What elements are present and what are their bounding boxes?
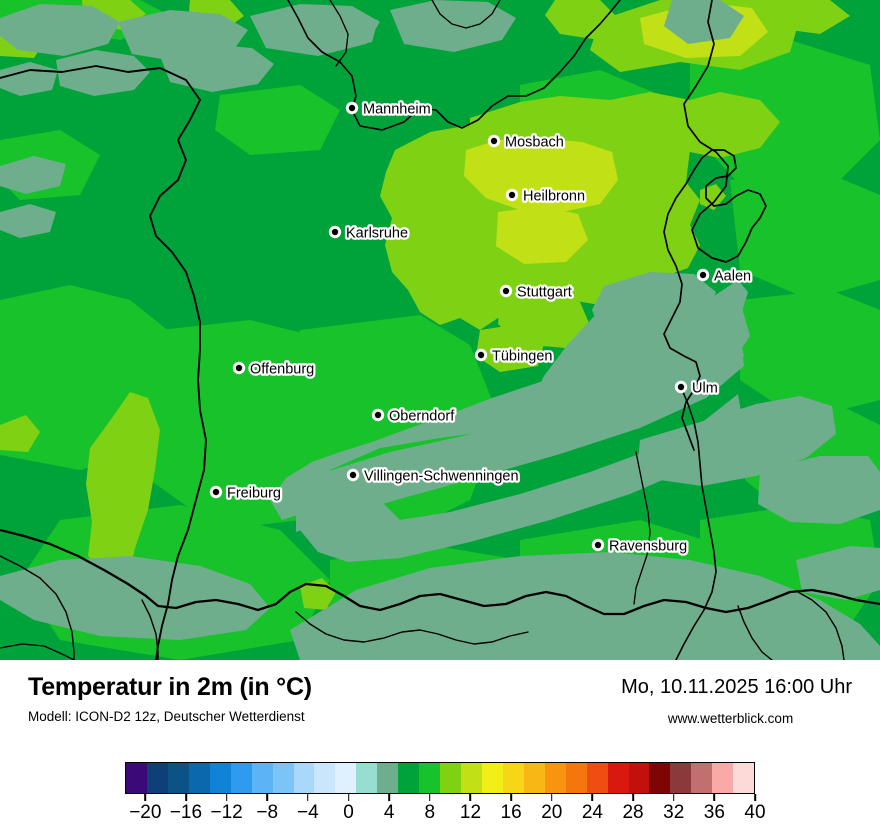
colorbar-tick <box>672 794 675 801</box>
colorbar-tick <box>225 794 228 801</box>
colorbar-swatch <box>377 763 399 793</box>
colorbar-swatch <box>712 763 734 793</box>
colorbar-tick-label: 20 <box>541 802 563 823</box>
colorbar-tick-label: −4 <box>297 802 319 823</box>
colorbar-swatch <box>733 763 755 793</box>
colorbar-tick-label: −8 <box>256 802 279 823</box>
colorbar-tick <box>713 794 716 801</box>
colorbar-swatch <box>126 763 147 793</box>
colorbar-swatch <box>419 763 441 793</box>
colorbar-swatch <box>167 763 189 793</box>
colorbar-swatch <box>440 763 461 793</box>
colorbar-swatch <box>230 763 252 793</box>
colorbar-legend[interactable]: −20 −16 −12 −8 −4 0 4 8 12 16 20 24 28 32 36 40 <box>125 762 766 826</box>
administrative-borders <box>0 0 880 660</box>
colorbar-tick <box>388 794 390 801</box>
colorbar-swatch <box>628 763 650 793</box>
colorbar-swatch <box>523 763 545 793</box>
colorbar-tick <box>347 794 350 801</box>
date-block: Mo, 10.11.2025 16:00 Uhr www.wetterblick… <box>621 674 852 728</box>
colorbar-swatch <box>293 763 315 793</box>
colorbar-tick <box>144 794 147 801</box>
colorbar-tick <box>632 794 634 801</box>
colorbar-ticks <box>125 794 756 802</box>
colorbar-swatch <box>670 763 692 793</box>
colorbar-swatch <box>272 763 294 793</box>
temperature-band-6-8 <box>0 0 880 660</box>
colorbar-swatch <box>146 763 168 793</box>
colorbar-swatch <box>481 763 503 793</box>
colorbar-tick-label: 32 <box>663 802 685 823</box>
colorbar-tick-label: 36 <box>703 802 725 823</box>
colorbar-tick <box>429 794 431 801</box>
colorbar-tick-label: 8 <box>424 802 436 823</box>
colorbar-swatch <box>691 763 713 793</box>
colorbar-tick <box>307 794 309 801</box>
colorbar-tick <box>185 794 187 801</box>
valid-time: Mo, 10.11.2025 16:00 Uhr <box>621 676 852 698</box>
colorbar-tick-label: 40 <box>744 802 766 823</box>
colorbar-tick-label: −16 <box>169 802 203 823</box>
colorbar-tick-label: 28 <box>622 802 644 823</box>
colorbar-swatch <box>335 763 357 793</box>
colorbar-tick-label: −12 <box>210 802 243 823</box>
colorbar-tick <box>266 794 269 801</box>
colorbar-swatch <box>398 763 420 793</box>
page-title: Temperatur in 2m (in °C) <box>28 673 312 701</box>
colorbar-tick-label: 4 <box>383 802 395 823</box>
colorbar-swatch <box>607 763 629 793</box>
colorbar-swatch <box>314 763 336 793</box>
colorbar-tick-label: 0 <box>343 802 354 823</box>
colorbar-swatch <box>209 763 231 793</box>
weather-map[interactable]: Mannheim Mannheim Mosbach Mosbach Heilbronn H… <box>0 0 880 660</box>
title-block: Temperatur in 2m (in °C) Modell: ICON-D2… <box>28 672 312 726</box>
colorbar-tick <box>591 794 594 801</box>
site-url: www.wetterblick.com <box>667 711 794 726</box>
colorbar-swatch <box>502 763 524 793</box>
footer-panel: Temperatur in 2m (in °C) Modell: ICON-D2… <box>0 660 880 830</box>
colorbar-swatch <box>356 763 378 793</box>
colorbar-swatch <box>649 763 671 793</box>
colorbar-labels: −20 −16 −12 −8 −4 0 4 8 12 16 20 24 28 32 36 40 <box>125 802 765 826</box>
model-subtitle: Modell: ICON-D2 12z, Deutscher Wetterdie… <box>28 709 305 724</box>
colorbar-tick-label: 24 <box>581 802 603 823</box>
colorbar-swatches[interactable] <box>125 762 755 794</box>
colorbar-tick-label: 12 <box>459 802 482 823</box>
colorbar-swatch <box>251 763 273 793</box>
colorbar-tick-label: −20 <box>129 802 162 823</box>
colorbar-tick-label: 16 <box>500 802 522 823</box>
colorbar-swatch <box>188 763 210 793</box>
colorbar-swatch <box>565 763 587 793</box>
colorbar-swatch <box>461 763 482 793</box>
colorbar-swatch <box>586 763 608 793</box>
map-canvas: MannheimMannheimMosbachMosbachHeilbronnH… <box>0 0 880 660</box>
colorbar-tick <box>754 794 756 801</box>
colorbar-swatch <box>544 763 566 793</box>
colorbar-tick <box>469 794 472 801</box>
colorbar-tick <box>510 794 512 801</box>
colorbar-tick <box>550 794 553 801</box>
